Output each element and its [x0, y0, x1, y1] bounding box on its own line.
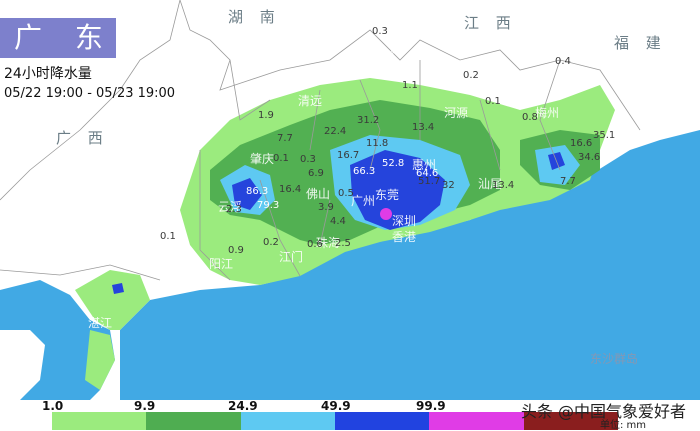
station-value: 4.4 [330, 216, 346, 227]
map-subtitle: 24小时降水量 [4, 66, 92, 82]
station-value: 51.7 [418, 176, 441, 187]
city-zhaoqing: 肇庆 [250, 152, 275, 166]
station-value: 86.3 [246, 186, 269, 197]
station-value: 13.4 [412, 122, 435, 133]
station-value: 16.7 [337, 150, 360, 161]
city-qingyuan: 清远 [298, 94, 323, 108]
city-meizhou: 梅州 [535, 106, 560, 120]
legend-swatch [334, 412, 430, 430]
city-foshan: 佛山 [306, 187, 331, 201]
city-shaoguan: 韶关 [371, 49, 396, 63]
city-zhuhai: 珠海 [316, 236, 341, 250]
station-value: 0.2 [263, 237, 279, 248]
rain-extreme-spot [380, 208, 392, 220]
station-value: 0.3 [372, 26, 388, 37]
city-dongguan: 东莞 [375, 188, 400, 202]
station-value: 7.7 [560, 176, 576, 187]
station-value: 0.8 [522, 112, 538, 123]
region-guangxi: 广 西 [56, 129, 109, 147]
legend-label: 49.9 [321, 399, 351, 413]
station-value: 64.6 [416, 168, 439, 179]
station-value: 1.1 [402, 80, 418, 91]
station-value: 13.4 [492, 180, 515, 191]
legend-swatch [523, 412, 618, 430]
station-value: 0.9 [228, 245, 244, 256]
legend-color-bar [52, 412, 618, 430]
station-value: 0.1 [160, 231, 176, 242]
region-jiangxi: 江 西 [464, 14, 517, 32]
legend-swatch [52, 412, 147, 430]
city-xianggang: 香港 [392, 230, 417, 244]
city-heyuan: 河源 [444, 106, 469, 120]
city-shenzhen: 深圳 [392, 214, 417, 228]
city-yangjiang: 阳江 [209, 257, 234, 271]
legend-label: 1.0 [42, 399, 64, 413]
admin-boundaries [0, 0, 641, 281]
legend-unit: 单位: mm [600, 420, 647, 431]
region-hunan: 湖 南 [228, 8, 281, 26]
city-dongsha: 东沙群岛 [590, 352, 639, 366]
city-shanwei: 汕尾 [478, 177, 503, 191]
station-value: 32 [442, 180, 455, 191]
station-value: 0.4 [555, 56, 571, 67]
city-maoming: 茂名 [153, 255, 178, 269]
city-zhanjiang: 湛江 [88, 316, 113, 330]
city-huizhou: 惠州 [412, 158, 437, 172]
city-guangzhou: 广州 [351, 194, 376, 208]
time-period: 05/22 19:00 - 05/23 19:00 [4, 86, 176, 101]
station-value: 0.6 [307, 239, 323, 250]
station-value: 0.1 [485, 96, 501, 107]
station-value: 79.3 [257, 200, 280, 211]
station-value: 16.6 [570, 138, 593, 149]
legend-swatch [146, 412, 241, 430]
station-value: 2.5 [335, 238, 351, 249]
station-value: 0.5 [338, 188, 354, 199]
station-value: 11.8 [366, 138, 389, 149]
province-title: 广 东 [0, 18, 116, 58]
station-value: 31.2 [357, 115, 380, 126]
station-value: 0.3 [300, 154, 316, 165]
station-value: 7.7 [277, 133, 293, 144]
station-value: 16.4 [279, 184, 302, 195]
region-fujian: 福 建 [614, 34, 667, 52]
land-southwest [0, 330, 45, 400]
legend-label: 99.9 [416, 399, 446, 413]
station-value: 34.6 [578, 152, 601, 163]
station-value: 0.2 [463, 70, 479, 81]
city-jiangmen: 江门 [279, 250, 304, 264]
station-value: 66.3 [353, 166, 376, 177]
station-value: 2.3 [226, 204, 242, 215]
legend-swatch [240, 412, 335, 430]
station-value: 52.8 [382, 158, 405, 169]
legend-swatch [429, 412, 524, 430]
legend-label: 24.9 [228, 399, 258, 413]
station-value: 22.4 [324, 126, 347, 137]
sea-area [0, 130, 700, 400]
station-value: 35.1 [593, 130, 616, 141]
station-value: 6.9 [308, 168, 324, 179]
station-value: 0.1 [273, 153, 289, 164]
station-value: 1.9 [258, 110, 274, 121]
watermark: 头条 @中国气象爱好者 [520, 402, 686, 421]
station-value: 3.9 [318, 202, 334, 213]
legend-label: 9.9 [134, 399, 156, 413]
city-yunfu: 云浮 [218, 200, 243, 214]
